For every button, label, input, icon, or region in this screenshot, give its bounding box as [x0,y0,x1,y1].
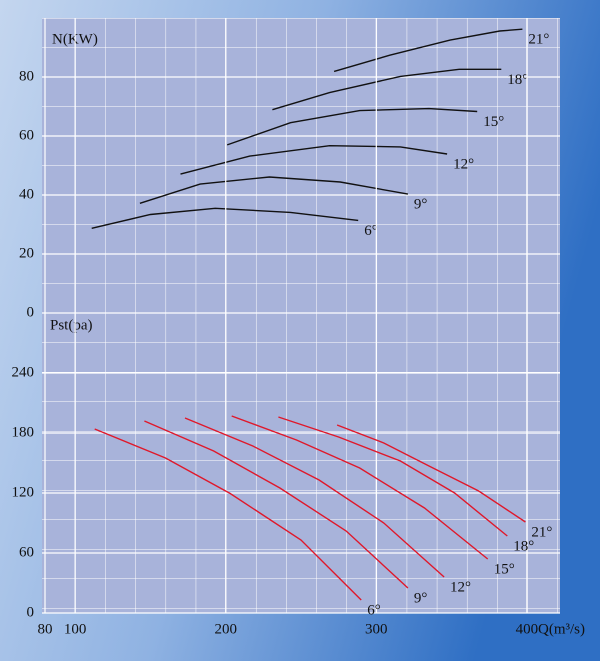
minor-grid [42,18,560,613]
curve-label: 12° [450,579,471,595]
curve-label: 9° [414,197,428,213]
curve [94,428,362,601]
curve [231,415,489,560]
curve-label: 12° [453,156,474,172]
curve-label: 15° [494,561,515,577]
curve [226,107,478,146]
curve-label: 18° [513,538,534,554]
curve-label: 9° [414,590,428,606]
curve-label: 18° [507,72,528,88]
curve-label: 6° [364,223,378,239]
y-tick-label: 180 [12,424,35,440]
x-tick-label: 80 [38,621,53,637]
y-tick-label: 0 [27,304,35,320]
curve [333,28,523,73]
axis-title: Q(m³/s) [538,621,585,637]
curve [184,417,445,578]
y-tick-label: 240 [12,364,35,380]
y-tick-label: 20 [19,245,34,261]
curve [91,207,359,229]
x-tick-label: 300 [365,621,388,637]
curve [336,424,526,523]
curve-label: 21° [531,524,552,540]
curve [278,416,508,537]
y-tick-label: 60 [19,127,34,143]
y-tick-label: 0 [27,604,35,620]
curve [144,420,409,589]
x-tick-label: 400 [516,621,539,637]
axis-title: Pst(pa) [50,317,93,333]
curve [180,144,448,175]
curve-label: 6° [367,602,381,618]
x-tick-label: 200 [214,621,237,637]
curve [272,68,502,111]
y-tick-label: 120 [12,484,35,500]
y-tick-label: 80 [19,68,34,84]
y-tick-label: 60 [19,544,34,560]
curve-label: 15° [483,114,504,130]
curve [139,176,409,204]
curve-label: 21° [528,32,549,48]
y-tick-label: 40 [19,186,34,202]
x-tick-label: 100 [64,621,87,637]
